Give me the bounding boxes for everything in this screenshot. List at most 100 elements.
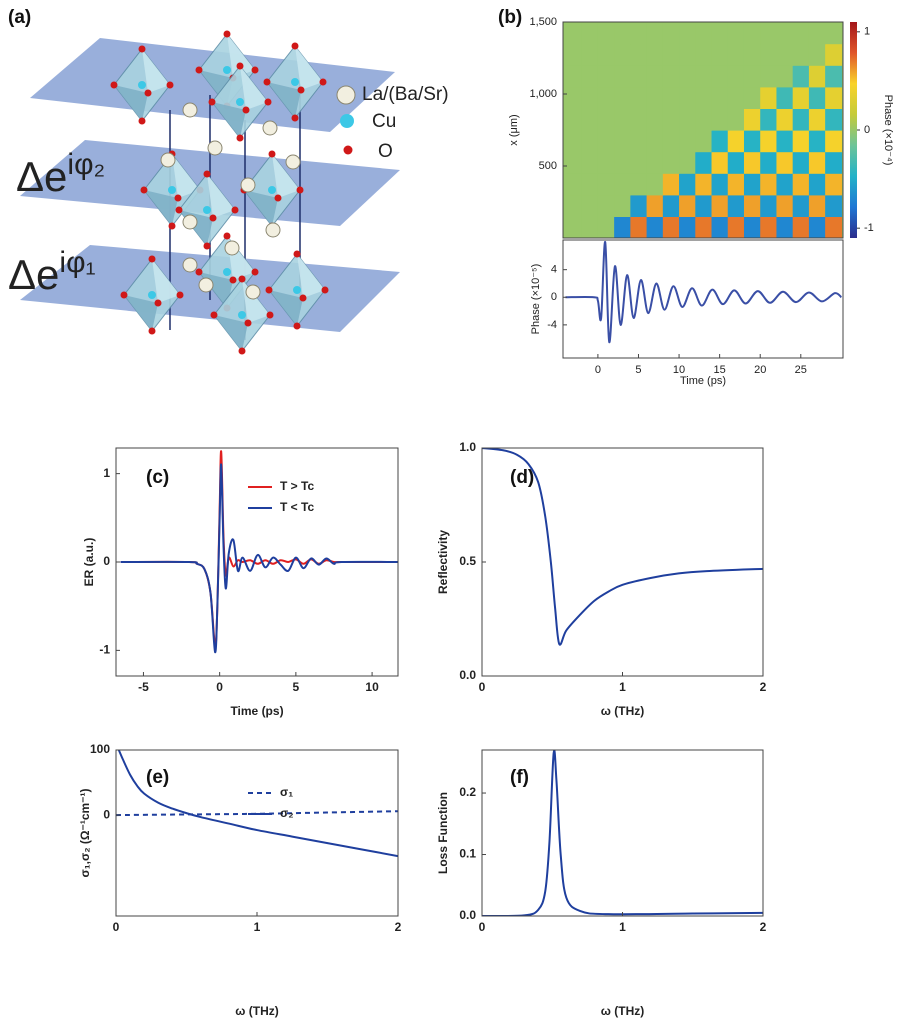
panel-title: (b) <box>498 7 522 28</box>
heat-cell <box>760 108 778 131</box>
y-tick-label: 0.5 <box>459 554 476 568</box>
y-tick-label: 0.0 <box>459 668 476 682</box>
x-tick-label: 2 <box>760 920 767 934</box>
heat-cell <box>630 65 648 88</box>
heat-cell <box>695 43 713 66</box>
heat-cell <box>792 194 810 217</box>
heat-cell <box>760 151 778 174</box>
y-axis-label: ER (a.u.) <box>82 538 96 587</box>
x-axis-label: Time (ps) <box>230 704 283 718</box>
heat-cell <box>565 22 583 45</box>
heat-cell <box>825 173 842 196</box>
heat-cell <box>808 43 826 66</box>
heat-cell <box>743 108 761 131</box>
heat-cell <box>695 108 713 131</box>
heat-cell <box>679 151 696 174</box>
heat-cell <box>776 108 794 131</box>
series-line <box>565 241 843 344</box>
heat-cell <box>743 65 761 88</box>
heat-cell <box>597 108 615 131</box>
heat-cell <box>679 130 696 153</box>
x-tick-label: 10 <box>673 364 685 376</box>
heat-cell <box>614 173 631 196</box>
phase-label: Δeiφ₂ <box>16 148 105 200</box>
heat-cell <box>581 86 599 109</box>
heat-cell <box>825 151 842 174</box>
panel-title: (f) <box>510 767 529 788</box>
heat-cell <box>776 130 794 153</box>
phase-exponent: iφ₁ <box>59 246 95 279</box>
heat-cell <box>792 216 810 238</box>
heat-cell <box>711 194 729 217</box>
plot-area <box>563 22 843 238</box>
colorbar-tick-label: 0 <box>864 124 870 136</box>
heat-cell <box>825 194 842 217</box>
heat-cell <box>760 22 778 45</box>
heat-cell <box>581 65 599 88</box>
legend-label: σ₁ <box>280 785 293 799</box>
heat-cell <box>808 194 826 217</box>
x-tick-label: 0 <box>595 364 601 376</box>
x-tick-label: 0 <box>479 920 486 934</box>
heat-cell <box>695 86 713 109</box>
y-tick-label: 1,000 <box>529 88 557 100</box>
heat-cell <box>743 43 761 66</box>
heat-cell <box>695 65 713 88</box>
heat-cell <box>695 151 713 174</box>
y-tick-label: 0 <box>551 291 557 303</box>
legend-swatch <box>340 114 354 128</box>
x-tick-label: 25 <box>795 364 807 376</box>
x-tick-label: 15 <box>714 364 726 376</box>
y-tick-label: 1.0 <box>459 440 476 454</box>
heat-cell <box>760 194 778 217</box>
la-atoms <box>160 102 301 300</box>
heat-cell <box>581 151 599 174</box>
heat-cell <box>727 130 745 153</box>
y-axis-label: Reflectivity <box>436 530 450 594</box>
heat-cell <box>808 22 826 45</box>
heat-cell <box>597 130 615 153</box>
legend-label: T > Tc <box>280 479 314 493</box>
plot-area <box>120 450 398 654</box>
heat-cell <box>630 194 648 217</box>
heat-cell <box>646 22 664 45</box>
y-axis-label: σ₁,σ₂ (Ω⁻¹cm⁻¹) <box>78 788 92 877</box>
x-axis-label: ω (THz) <box>601 1004 644 1018</box>
heat-cell <box>776 43 794 66</box>
heat-cell <box>792 65 810 88</box>
y-tick-label: 0.2 <box>459 785 476 799</box>
heat-cell <box>581 173 599 196</box>
series-line <box>120 463 398 654</box>
heat-cell <box>646 86 664 109</box>
heat-cell <box>565 173 583 196</box>
heat-cell <box>776 86 794 109</box>
y-tick-label: 0.0 <box>459 908 476 922</box>
heat-cell <box>581 216 599 238</box>
heat-cell <box>662 108 680 131</box>
heat-cell <box>727 194 745 217</box>
heat-cell <box>565 130 583 153</box>
heat-cell <box>581 130 599 153</box>
heat-cell <box>597 151 615 174</box>
x-axis-label: Time (ps) <box>680 375 726 387</box>
heat-cell <box>760 173 778 196</box>
heat-cell <box>743 173 761 196</box>
heat-cell <box>662 173 680 196</box>
heat-cell <box>679 86 696 109</box>
heat-cell <box>727 108 745 131</box>
heat-cell <box>581 194 599 217</box>
heat-cell <box>597 65 615 88</box>
heat-cell <box>630 130 648 153</box>
heat-cell <box>711 151 729 174</box>
y-tick-label: 4 <box>551 264 557 276</box>
heat-cell <box>695 216 713 238</box>
colorbar-tick-label: 1 <box>864 26 870 38</box>
heat-cell <box>679 22 696 45</box>
heat-cell <box>565 86 583 109</box>
heat-cell <box>679 194 696 217</box>
heat-cell <box>776 151 794 174</box>
heat-cell <box>662 194 680 217</box>
x-tick-label: 1 <box>619 920 626 934</box>
heat-cell <box>597 173 615 196</box>
y-tick-label: 1,500 <box>529 16 557 28</box>
